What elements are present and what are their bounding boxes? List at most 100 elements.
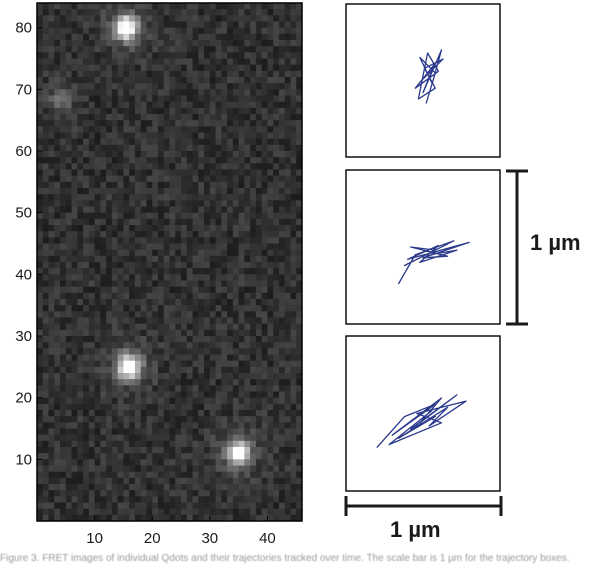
image-pixel: [65, 496, 72, 503]
image-pixel: [238, 15, 245, 22]
image-pixel: [60, 379, 67, 386]
image-pixel: [83, 447, 90, 454]
image-pixel: [37, 114, 44, 121]
image-pixel: [157, 138, 165, 146]
image-pixel: [175, 447, 182, 454]
image-pixel: [111, 329, 118, 337]
image-pixel: [169, 9, 176, 16]
image-pixel: [157, 206, 165, 213]
image-pixel: [181, 329, 188, 337]
image-pixel: [181, 416, 188, 423]
image-pixel: [146, 181, 153, 189]
image-pixel: [250, 447, 257, 454]
image-pixel: [267, 70, 274, 78]
image-pixel: [117, 286, 124, 294]
image-pixel: [146, 508, 153, 516]
image-pixel: [152, 243, 159, 250]
image-pixel: [250, 169, 257, 176]
image-pixel: [65, 471, 72, 479]
image-pixel: [83, 64, 90, 72]
image-pixel: [111, 477, 118, 485]
image-pixel: [255, 126, 262, 133]
image-pixel: [123, 169, 130, 176]
image-pixel: [238, 21, 245, 28]
image-pixel: [181, 262, 188, 269]
image-pixel: [111, 212, 118, 220]
image-pixel: [296, 95, 303, 102]
image-pixel: [278, 163, 286, 170]
image-pixel: [192, 33, 199, 41]
image-pixel: [83, 311, 90, 318]
y-tick-label: 40: [15, 266, 32, 283]
image-pixel: [267, 311, 274, 318]
image-pixel: [204, 107, 211, 115]
image-pixel: [192, 15, 199, 22]
image-pixel: [42, 403, 49, 411]
image-pixel: [215, 323, 222, 331]
image-pixel: [209, 262, 216, 269]
image-pixel: [284, 77, 291, 84]
image-pixel: [175, 83, 182, 90]
image-pixel: [278, 305, 286, 312]
image-pixel: [111, 58, 118, 65]
image-pixel: [88, 410, 95, 417]
image-pixel: [129, 299, 136, 306]
image-pixel: [140, 52, 147, 59]
image-pixel: [267, 342, 274, 349]
image-pixel: [117, 508, 124, 516]
image-pixel: [181, 280, 188, 287]
image-pixel: [232, 514, 239, 522]
image-pixel: [296, 262, 303, 269]
image-pixel: [238, 317, 245, 324]
image-pixel: [232, 157, 239, 164]
image-pixel: [227, 360, 234, 368]
image-pixel: [60, 428, 67, 435]
image-pixel: [221, 348, 228, 355]
image-pixel: [146, 138, 153, 146]
image-pixel: [83, 459, 90, 466]
image-pixel: [106, 83, 113, 90]
image-pixel: [157, 305, 165, 312]
image-pixel: [192, 206, 199, 213]
image-pixel: [163, 416, 170, 423]
image-pixel: [290, 188, 297, 195]
image-pixel: [71, 163, 78, 170]
image-pixel: [48, 477, 55, 485]
image-pixel: [175, 120, 182, 127]
image-pixel: [42, 101, 49, 109]
image-pixel: [94, 132, 101, 139]
image-pixel: [60, 132, 67, 139]
image-pixel: [198, 428, 205, 435]
image-pixel: [267, 403, 274, 411]
image-pixel: [134, 428, 141, 435]
image-pixel: [71, 255, 78, 263]
image-pixel: [221, 33, 228, 41]
image-pixel: [54, 459, 61, 466]
image-pixel: [152, 373, 159, 380]
image-pixel: [117, 354, 124, 361]
image-pixel: [204, 502, 211, 509]
image-pixel: [192, 218, 199, 226]
image-pixel: [186, 428, 193, 435]
image-pixel: [60, 225, 67, 232]
image-pixel: [123, 114, 130, 121]
image-pixel: [140, 342, 147, 349]
image-pixel: [54, 144, 61, 152]
image-pixel: [129, 422, 136, 429]
image-pixel: [60, 336, 67, 343]
image-pixel: [71, 428, 78, 435]
image-pixel: [140, 212, 147, 220]
image-pixel: [94, 292, 101, 300]
image-pixel: [129, 317, 136, 324]
image-pixel: [198, 360, 205, 368]
image-pixel: [60, 181, 67, 189]
image-pixel: [192, 292, 199, 300]
image-pixel: [296, 126, 303, 133]
image-pixel: [215, 163, 222, 170]
image-pixel: [296, 255, 303, 263]
image-pixel: [83, 243, 90, 250]
image-pixel: [209, 181, 216, 189]
image-pixel: [244, 15, 251, 22]
image-pixel: [296, 317, 303, 324]
image-pixel: [88, 169, 95, 176]
